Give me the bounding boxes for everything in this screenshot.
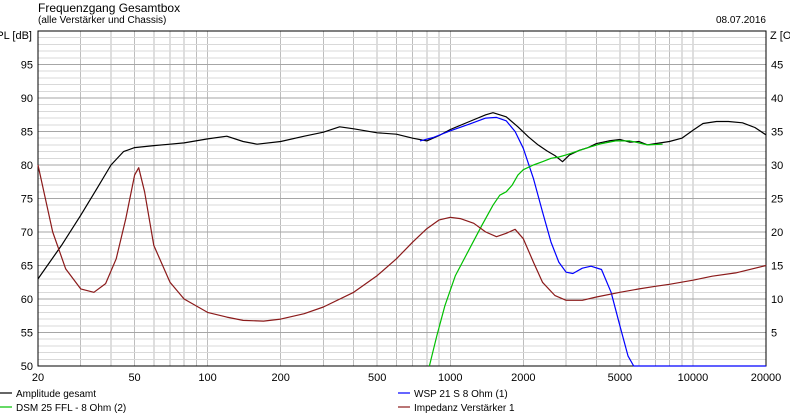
- x-tick-label: 10000: [678, 372, 709, 384]
- y-axis-right-title: Z [Ohm]: [770, 30, 790, 42]
- plot-frame: [37, 30, 767, 367]
- y-tick-label-right: 5: [771, 328, 777, 340]
- legend-label: DSM 25 FFL - 8 Ohm (2): [16, 403, 126, 414]
- series-line-wsp-21-s-8-ohm-1: [419, 116, 766, 367]
- x-tick-label: 1000: [438, 372, 462, 384]
- chart-subtitle: (alle Verstärker und Chassis): [38, 15, 167, 26]
- x-tick-label: 50: [128, 372, 140, 384]
- y-tick-label-left: 50: [21, 361, 33, 373]
- series-line-dsm-25-ffl-8-ohm-2: [428, 140, 663, 367]
- y-tick-label-right: 20: [771, 227, 783, 239]
- y-tick-label-left: 85: [21, 127, 33, 139]
- y-tick-label-left: 90: [21, 93, 33, 105]
- y-tick-label-right: 40: [771, 93, 783, 105]
- legend: Amplitude gesamt DSM 25 FFL - 8 Ohm (2) WS…: [0, 389, 515, 414]
- y-tick-label-left: 95: [21, 60, 33, 72]
- x-tick-label: 500: [368, 372, 386, 384]
- chart-title: Frequenzgang Gesamtbox: [38, 1, 181, 15]
- y-tick-label-left: 80: [21, 160, 33, 172]
- series-line-impedanz-verst-rker-1: [37, 164, 767, 322]
- y-tick-label-right: 45: [771, 60, 783, 72]
- y-tick-label-right: 10: [771, 294, 783, 306]
- y-tick-label-right: 25: [771, 194, 783, 206]
- legend-label: WSP 21 S 8 Ohm (1): [414, 389, 508, 400]
- y-tick-label-left: 75: [21, 194, 33, 206]
- legend-label: Amplitude gesamt: [16, 389, 96, 400]
- chart-date: 08.07.2016: [715, 15, 766, 26]
- x-tick-label: 20: [32, 372, 44, 384]
- x-tick-label: 200: [271, 372, 289, 384]
- series-line-amplitude-gesamt: [37, 112, 767, 280]
- y-tick-label-right: 30: [771, 160, 783, 172]
- legend-label: Impedanz Verstärker 1: [414, 403, 515, 414]
- y-tick-label-left: 60: [21, 294, 33, 306]
- y-tick-label-left: 70: [21, 227, 33, 239]
- y-axis-left-title: SPL [dB]: [0, 30, 32, 42]
- x-tick-label: 100: [198, 372, 216, 384]
- x-tick-label: 20000: [751, 372, 782, 384]
- x-tick-label: 5000: [608, 372, 632, 384]
- y-tick-label-left: 55: [21, 328, 33, 340]
- y-tick-label-right: 35: [771, 127, 783, 139]
- y-tick-label-right: 15: [771, 261, 783, 273]
- x-tick-label: 2000: [511, 372, 535, 384]
- y-tick-label-left: 65: [21, 261, 33, 273]
